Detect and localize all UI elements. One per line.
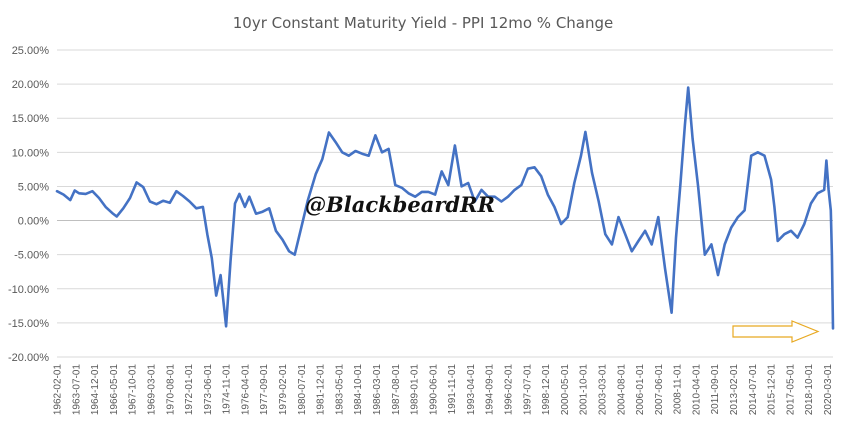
y-tick-label: -20.00% [8, 352, 49, 364]
arrow-icon [732, 320, 820, 343]
x-tick-label: 1993-04-01 [466, 364, 477, 416]
x-tick-label: 2008-11-01 [673, 364, 684, 415]
y-tick-label: 25.00% [12, 45, 50, 57]
series-group [55, 86, 835, 330]
x-tick-label: 2013-02-01 [729, 364, 740, 416]
y-tick-label: -10.00% [8, 284, 49, 296]
x-tick-label: 1972-01-01 [184, 364, 195, 416]
x-tick-label: 2010-04-01 [691, 364, 702, 416]
annotation-group [732, 320, 820, 343]
y-tick-label: 0.00% [18, 216, 49, 228]
x-tick-label: 1964-12-01 [90, 364, 101, 416]
x-tick-label: 1994-09-01 [485, 364, 496, 416]
x-tick-label: 1979-02-01 [278, 364, 289, 416]
x-tick-label: 1977-09-01 [259, 364, 270, 416]
y-tick-label: 15.00% [12, 113, 50, 125]
x-axis-ticks: 1962-02-01 1963-07-01 1964-12-01 1966-05-01… [53, 364, 834, 416]
y-tick-label: 20.00% [12, 79, 50, 91]
y-axis-ticks: 25.00% 20.00% 15.00% 10.00% 5.00% 0.00% -5.00%… [8, 45, 49, 364]
x-tick-label: 1998-12-01 [541, 364, 552, 416]
x-tick-label: 1997-07-01 [522, 364, 533, 416]
x-tick-label: 1983-05-01 [334, 364, 345, 416]
x-tick-label: 1976-04-01 [240, 364, 251, 416]
grid-lines [57, 49, 833, 358]
y-tick-label: -5.00% [14, 250, 49, 262]
x-tick-label: 1963-07-01 [71, 364, 82, 416]
x-tick-label: 2015-12-01 [767, 364, 778, 416]
x-tick-label: 2006-01-01 [635, 364, 646, 416]
x-tick-label: 1962-02-01 [53, 364, 64, 416]
series-line [55, 86, 835, 330]
y-tick-label: -15.00% [8, 318, 49, 330]
y-tick-label: 10.00% [12, 147, 50, 159]
x-tick-label: 1969-03-01 [146, 364, 157, 416]
x-tick-label: 1989-01-01 [410, 364, 421, 416]
x-tick-label: 2020-03-01 [823, 364, 834, 416]
x-tick-label: 1984-10-01 [353, 364, 364, 416]
chart-title: 10yr Constant Maturity Yield - PPI 12mo … [233, 14, 614, 32]
x-tick-label: 2003-03-01 [597, 364, 608, 416]
x-tick-label: 2011-09-01 [710, 364, 721, 415]
x-tick-label: 2014-07-01 [748, 364, 759, 416]
x-tick-label: 1987-08-01 [391, 364, 402, 416]
x-tick-label: 1980-07-01 [297, 364, 308, 416]
x-tick-label: 1981-12-01 [316, 364, 327, 416]
x-tick-label: 2017-05-01 [785, 364, 796, 416]
x-tick-label: 1966-05-01 [109, 364, 120, 416]
x-tick-label: 2007-06-01 [654, 364, 665, 416]
x-tick-label: 2001-10-01 [579, 364, 590, 416]
x-tick-label: 2004-08-01 [616, 364, 627, 416]
x-tick-label: 1991-11-01 [447, 364, 458, 415]
x-tick-label: 1970-08-01 [165, 364, 176, 416]
x-tick-label: 1974-11-01 [222, 364, 233, 415]
x-tick-label: 2000-05-01 [560, 364, 571, 416]
watermark-label: @BlackbeardRR [305, 192, 495, 217]
x-tick-label: 1986-03-01 [372, 364, 383, 416]
x-tick-label: 1990-06-01 [428, 364, 439, 416]
x-tick-label: 1996-02-01 [504, 364, 515, 416]
x-tick-label: 1967-10-01 [128, 364, 139, 416]
x-tick-label: 1973-06-01 [203, 364, 214, 416]
x-tick-label: 2018-10-01 [804, 364, 815, 416]
y-tick-label: 5.00% [18, 181, 49, 193]
